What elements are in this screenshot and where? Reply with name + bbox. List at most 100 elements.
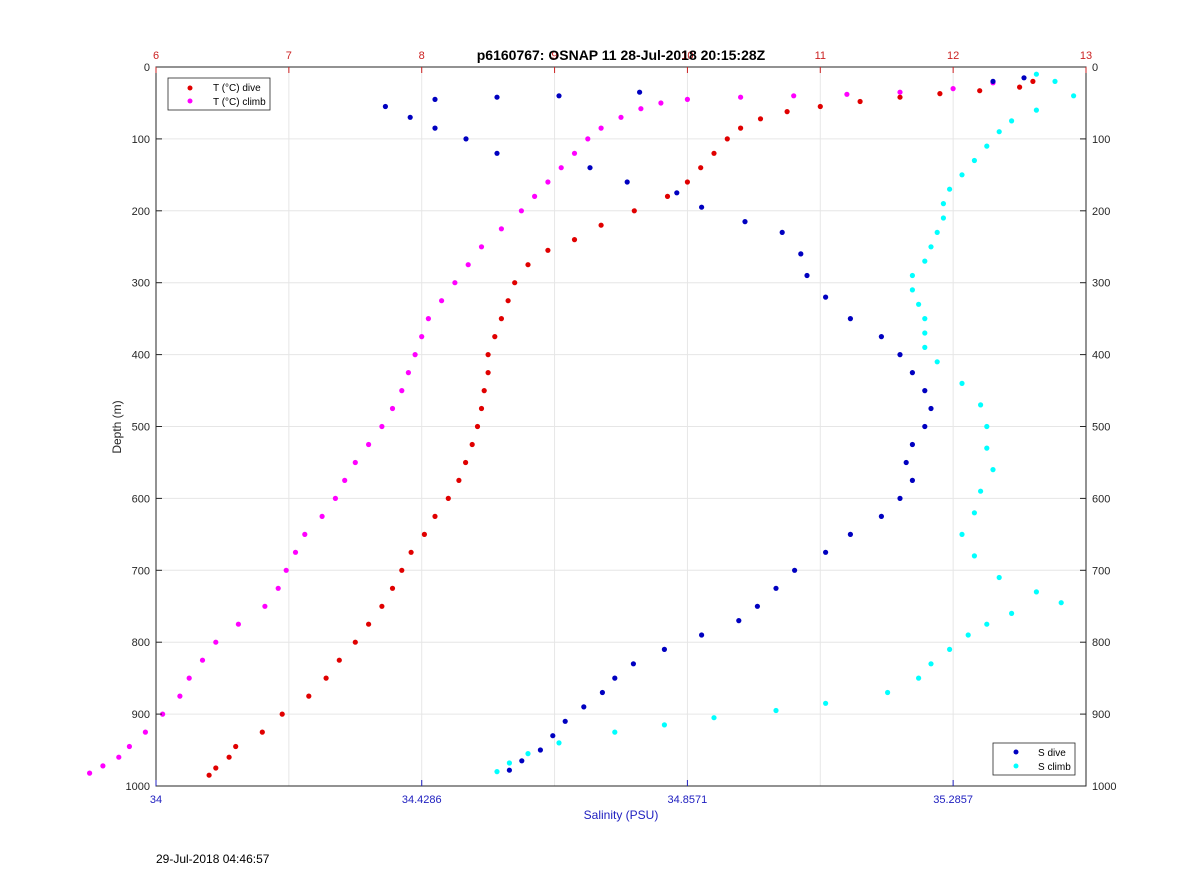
data-point [408, 549, 414, 555]
data-point [817, 103, 823, 110]
data-point [319, 513, 325, 520]
data-point [736, 618, 742, 624]
data-point [581, 704, 587, 710]
data-point [452, 280, 458, 286]
data-point [940, 215, 947, 221]
data-point [412, 352, 418, 358]
data-point [897, 495, 903, 501]
data-point [558, 165, 564, 171]
data-point [661, 722, 668, 728]
data-point [773, 707, 779, 714]
chart-title: p6160767: OSNAP 11 28-Jul-2018 20:15:28Z [477, 47, 766, 63]
data-point [664, 193, 671, 199]
data-point [637, 89, 643, 95]
data-point [494, 94, 500, 100]
data-point [909, 441, 916, 448]
x-top-tick-label: 7 [286, 50, 292, 62]
x-top-tick-label: 11 [815, 50, 826, 62]
data-point [399, 567, 405, 573]
y-tick-label-left: 900 [132, 709, 150, 721]
y-tick-label-right: 800 [1092, 637, 1110, 649]
data-point [366, 441, 372, 448]
data-point [922, 344, 928, 350]
data-point [711, 715, 717, 721]
data-point [909, 370, 916, 376]
data-point [283, 567, 289, 573]
data-point [947, 646, 953, 653]
data-point [738, 125, 744, 131]
y-tick-label-left: 600 [132, 493, 150, 505]
legend-label-s-dive: S dive [1038, 748, 1066, 759]
legend-top-box [167, 77, 271, 111]
data-point [506, 760, 512, 766]
data-point [1033, 589, 1039, 595]
data-point [465, 262, 471, 268]
data-point [292, 549, 299, 555]
x-top-tick-label: 8 [419, 50, 425, 62]
x-top-tick-label: 10 [681, 50, 693, 62]
data-point [439, 298, 445, 304]
x-bottom-tick-label: 34.4286 [402, 794, 442, 806]
data-point [978, 402, 984, 408]
data-point [1033, 71, 1039, 77]
data-point [922, 258, 928, 264]
data-point [934, 229, 940, 235]
data-point [916, 675, 922, 681]
data-point [481, 388, 487, 394]
data-point [909, 477, 916, 483]
data-point [571, 237, 578, 243]
data-point [965, 632, 971, 638]
data-point [878, 334, 885, 340]
data-point [950, 86, 956, 92]
data-point [897, 89, 903, 95]
data-point [512, 280, 518, 286]
data-point [213, 765, 219, 771]
data-point [971, 553, 978, 559]
legend-marker-s-climb [1013, 763, 1019, 769]
data-point [389, 585, 396, 591]
data-point [1009, 610, 1015, 617]
data-point [684, 96, 691, 102]
data-point [562, 718, 568, 724]
y-tick-label-left: 0 [144, 62, 150, 74]
data-point [485, 352, 491, 358]
data-point [177, 693, 183, 699]
data-point [903, 459, 909, 466]
data-point [259, 729, 265, 735]
data-point [498, 226, 504, 232]
data-point [537, 747, 544, 753]
data-point [498, 316, 504, 322]
data-point [399, 388, 405, 394]
data-point [922, 423, 928, 430]
data-point [599, 689, 606, 696]
data-point [275, 585, 281, 591]
data-point [419, 334, 425, 340]
data-point [937, 91, 943, 97]
data-point [990, 78, 996, 84]
data-point [757, 116, 764, 122]
data-point [556, 740, 562, 746]
data-point [823, 700, 829, 706]
y-tick-label-right: 900 [1092, 709, 1110, 721]
data-point [545, 179, 551, 185]
data-point [519, 758, 525, 764]
data-point [456, 477, 462, 483]
data-point [847, 531, 854, 538]
y-tick-label-left: 1000 [126, 781, 150, 793]
data-point [738, 94, 744, 100]
data-point [478, 244, 485, 250]
data-point [1071, 93, 1077, 99]
data-point [996, 574, 1002, 581]
data-point [909, 287, 916, 293]
data-point [469, 441, 475, 448]
data-point [612, 729, 618, 735]
y-tick-label-right: 400 [1092, 350, 1110, 362]
data-point [525, 751, 531, 757]
data-point [922, 330, 928, 336]
data-point [773, 585, 779, 591]
data-point [1058, 600, 1064, 606]
series-s-dive [382, 75, 1027, 773]
data-point [1033, 107, 1039, 113]
x-top-tick-label: 9 [552, 50, 558, 62]
